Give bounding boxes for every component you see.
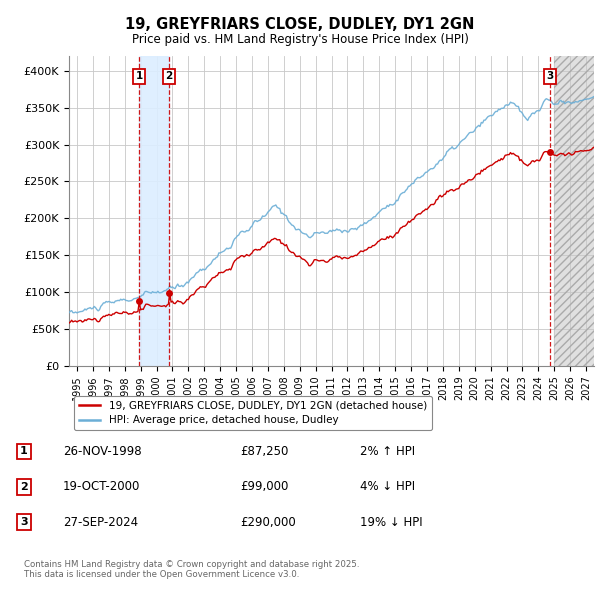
Text: 19, GREYFRIARS CLOSE, DUDLEY, DY1 2GN: 19, GREYFRIARS CLOSE, DUDLEY, DY1 2GN bbox=[125, 17, 475, 31]
Text: 1: 1 bbox=[20, 447, 28, 456]
Text: £290,000: £290,000 bbox=[240, 516, 296, 529]
Text: 27-SEP-2024: 27-SEP-2024 bbox=[63, 516, 138, 529]
Text: Price paid vs. HM Land Registry's House Price Index (HPI): Price paid vs. HM Land Registry's House … bbox=[131, 33, 469, 46]
Text: 2: 2 bbox=[20, 482, 28, 491]
Text: Contains HM Land Registry data © Crown copyright and database right 2025.
This d: Contains HM Land Registry data © Crown c… bbox=[24, 560, 359, 579]
Text: 3: 3 bbox=[547, 71, 554, 81]
Text: £87,250: £87,250 bbox=[240, 445, 289, 458]
Text: 19-OCT-2000: 19-OCT-2000 bbox=[63, 480, 140, 493]
Bar bbox=[554, 56, 600, 366]
Bar bbox=[139, 56, 169, 366]
Text: £99,000: £99,000 bbox=[240, 480, 289, 493]
Text: 26-NOV-1998: 26-NOV-1998 bbox=[63, 445, 142, 458]
Text: 2: 2 bbox=[166, 71, 173, 81]
Text: 2% ↑ HPI: 2% ↑ HPI bbox=[360, 445, 415, 458]
Text: 3: 3 bbox=[20, 517, 28, 527]
Text: 19% ↓ HPI: 19% ↓ HPI bbox=[360, 516, 422, 529]
Legend: 19, GREYFRIARS CLOSE, DUDLEY, DY1 2GN (detached house), HPI: Average price, deta: 19, GREYFRIARS CLOSE, DUDLEY, DY1 2GN (d… bbox=[74, 396, 432, 430]
Text: 1: 1 bbox=[136, 71, 143, 81]
Text: 4% ↓ HPI: 4% ↓ HPI bbox=[360, 480, 415, 493]
Bar bbox=[554, 56, 600, 366]
